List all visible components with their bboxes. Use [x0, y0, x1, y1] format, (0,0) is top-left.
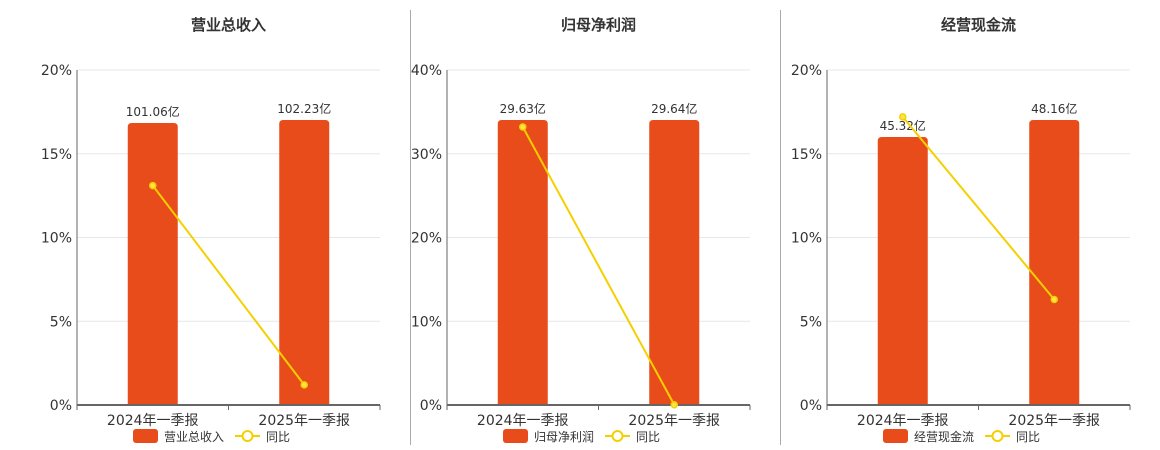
- x-tick-label: 2025年一季报: [1008, 413, 1100, 429]
- legend-bar-swatch[interactable]: [503, 429, 528, 443]
- net-profit-chart: 归母净利润 0% 10% 20% 30% 40% 29.63亿 29.64亿 2024年一季报 2…: [370, 0, 780, 450]
- y-tick-label: 30%: [411, 147, 442, 163]
- chart-plot: 0% 5% 10% 15% 20% 101.06亿 102.23亿 2024年一季报 2025年…: [41, 63, 381, 444]
- legend: 经营现金流 同比: [883, 429, 1040, 444]
- legend-bar-label[interactable]: 归母净利润: [534, 430, 594, 444]
- legend-bar-label[interactable]: 经营现金流: [914, 429, 974, 444]
- bar-value-label: 48.16亿: [1031, 101, 1077, 116]
- legend-line-label[interactable]: 同比: [636, 430, 660, 444]
- x-tick-label: 2024年一季报: [107, 413, 199, 429]
- legend-line-label[interactable]: 同比: [266, 430, 290, 444]
- y-tick-label: 15%: [41, 147, 72, 163]
- y-tick-label: 20%: [41, 63, 72, 79]
- bar-value-label: 45.32亿: [880, 118, 926, 133]
- y-tick-label: 0%: [800, 398, 822, 414]
- y-tick-label: 10%: [791, 231, 822, 247]
- yoy-point[interactable]: [1050, 295, 1058, 304]
- yoy-point[interactable]: [149, 181, 157, 190]
- panel-divider: [780, 10, 781, 445]
- bar[interactable]: [877, 137, 928, 405]
- cash-flow-chart: 经营现金流 0% 5% 10% 15% 20% 45.32亿 48.16亿 2024年一季报 20…: [750, 0, 1160, 450]
- bar-value-label: 101.06亿: [126, 104, 180, 119]
- yoy-line: [151, 184, 306, 386]
- x-tick-label: 2024年一季报: [477, 413, 569, 429]
- legend-bar-swatch[interactable]: [883, 429, 908, 443]
- legend: 归母净利润 同比: [503, 429, 660, 444]
- chart-plot: 0% 5% 10% 15% 20% 45.32亿 48.16亿 2024年一季报 2025年一季…: [791, 63, 1131, 444]
- chart-title: 归母净利润: [560, 16, 636, 34]
- legend-line-marker-icon: [611, 430, 624, 442]
- chart-title: 经营现金流: [940, 16, 1016, 34]
- x-tick-label: 2025年一季报: [258, 413, 350, 429]
- chart-plot: 0% 10% 20% 30% 40% 29.63亿 29.64亿 2024年一季报 2025年一…: [411, 63, 751, 444]
- y-tick-label: 20%: [791, 63, 822, 79]
- chart-title: 营业总收入: [190, 16, 266, 34]
- bar-value-label: 29.63亿: [500, 101, 546, 116]
- y-tick-label: 10%: [411, 314, 442, 330]
- yoy-point[interactable]: [519, 123, 527, 131]
- bar-value-label: 102.23亿: [277, 101, 331, 116]
- y-tick-label: 5%: [50, 314, 72, 330]
- bar[interactable]: [649, 120, 700, 405]
- legend-line-label[interactable]: 同比: [1016, 430, 1040, 444]
- y-tick-label: 0%: [50, 398, 72, 414]
- y-tick-label: 5%: [800, 314, 822, 330]
- y-tick-label: 0%: [420, 398, 442, 414]
- bar[interactable]: [1029, 120, 1080, 405]
- revenue-chart: 营业总收入 0% 5% 10% 15% 20% 101.06亿 102.23亿 2024年一季报…: [0, 0, 410, 450]
- x-tick-label: 2024年一季报: [857, 413, 949, 429]
- legend-line-marker-icon: [991, 430, 1004, 442]
- bar[interactable]: [127, 123, 178, 405]
- bar[interactable]: [279, 120, 330, 405]
- legend-bar-label[interactable]: 营业总收入: [164, 430, 224, 444]
- bar[interactable]: [497, 120, 548, 405]
- bar-value-label: 29.64亿: [651, 101, 697, 116]
- panel-divider: [410, 10, 411, 445]
- legend: 营业总收入 同比: [133, 429, 290, 444]
- yoy-point[interactable]: [899, 113, 907, 121]
- x-tick-label: 2025年一季报: [628, 413, 720, 429]
- legend-bar-swatch[interactable]: [133, 429, 158, 443]
- y-tick-label: 15%: [791, 147, 822, 163]
- yoy-line: [901, 116, 1056, 301]
- legend-line-marker-icon: [241, 430, 254, 442]
- y-tick-label: 10%: [41, 231, 72, 247]
- yoy-point[interactable]: [670, 400, 678, 409]
- y-tick-label: 20%: [411, 231, 442, 247]
- yoy-line: [521, 126, 676, 406]
- y-tick-label: 40%: [411, 63, 442, 79]
- yoy-point[interactable]: [300, 381, 308, 389]
